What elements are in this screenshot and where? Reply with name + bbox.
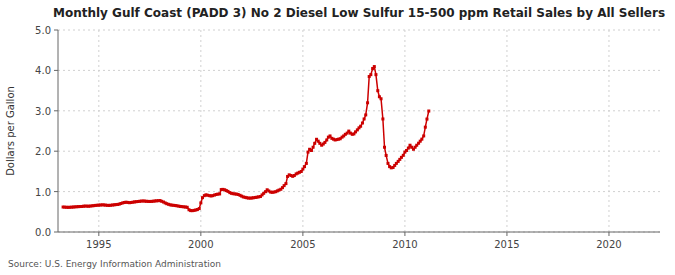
grid xyxy=(58,30,660,232)
y-tick-label: 5.0 xyxy=(35,25,51,36)
grid-line xyxy=(506,30,507,232)
point xyxy=(383,146,386,149)
point xyxy=(284,182,287,185)
chart: Monthly Gulf Coast (PADD 3) No 2 Diesel … xyxy=(0,0,675,275)
y-tick-label: 3.0 xyxy=(35,106,51,117)
point xyxy=(303,165,306,168)
line xyxy=(63,67,429,211)
x-tick-label: 2015 xyxy=(494,239,519,250)
point xyxy=(218,192,221,195)
plot-area xyxy=(62,65,431,212)
y-tick-label: 4.0 xyxy=(35,65,51,76)
point xyxy=(420,138,423,141)
point xyxy=(361,122,364,125)
point xyxy=(369,73,372,76)
grid-line xyxy=(58,110,660,111)
grid-line xyxy=(302,30,303,232)
x-tick-label: 1995 xyxy=(86,239,111,250)
point xyxy=(376,89,379,92)
y-tick xyxy=(54,191,58,192)
grid-line xyxy=(608,30,609,232)
axes: 0.0 1.0 2.0 3.0 4.0 5.0 1995 2000 2005 2010 2015 20… xyxy=(35,25,660,250)
point xyxy=(310,149,313,152)
point xyxy=(359,125,362,128)
y-axis-line xyxy=(58,30,59,232)
x-axis-line xyxy=(58,232,660,233)
x-tick xyxy=(506,232,507,236)
x-tick xyxy=(200,232,201,236)
point xyxy=(380,97,383,100)
point xyxy=(402,154,405,157)
title: Monthly Gulf Coast (PADD 3) No 2 Diesel … xyxy=(53,6,665,20)
point xyxy=(366,101,369,104)
grid-line xyxy=(58,30,660,31)
x-tick xyxy=(98,232,99,236)
grid-line xyxy=(58,232,660,233)
x-tick xyxy=(404,232,405,236)
x-tick xyxy=(302,232,303,236)
point xyxy=(385,154,388,157)
point xyxy=(425,118,428,121)
x-tick xyxy=(608,232,609,236)
y-tick-label: 0.0 xyxy=(35,227,51,238)
y-tick-label: 2.0 xyxy=(35,146,51,157)
y-tick xyxy=(54,110,58,111)
point xyxy=(427,110,430,113)
grid-line xyxy=(200,30,201,232)
point xyxy=(306,151,309,154)
point xyxy=(325,138,328,141)
x-tick-label: 2020 xyxy=(596,239,621,250)
y-tick xyxy=(54,232,58,233)
point xyxy=(305,162,308,165)
x-tick-label: 2010 xyxy=(392,239,417,250)
point xyxy=(198,207,201,210)
point xyxy=(386,162,389,165)
point xyxy=(313,142,316,145)
y-axis-label: Dollars per Gallon xyxy=(5,86,16,176)
x-tick-label: 2000 xyxy=(188,239,213,250)
point xyxy=(312,146,315,149)
grid-line xyxy=(98,30,99,232)
x-tick-label: 2005 xyxy=(290,239,315,250)
point xyxy=(374,73,377,76)
point xyxy=(407,147,410,150)
grid-line xyxy=(58,191,660,192)
y-tick-label: 1.0 xyxy=(35,187,51,198)
point xyxy=(199,201,202,204)
point xyxy=(373,65,376,68)
source: Source: U.S. Energy Information Administ… xyxy=(8,259,221,269)
grid-line xyxy=(58,70,660,71)
grid-line xyxy=(58,151,660,152)
y-tick xyxy=(54,151,58,152)
point xyxy=(381,117,384,120)
y-tick xyxy=(54,30,58,31)
point xyxy=(422,134,425,137)
point xyxy=(364,113,367,116)
point xyxy=(363,117,366,120)
point xyxy=(424,126,427,129)
page: {"chart_data": { "type": "line", "title"… xyxy=(0,0,675,275)
y-tick xyxy=(54,70,58,71)
grid-line xyxy=(404,30,405,232)
